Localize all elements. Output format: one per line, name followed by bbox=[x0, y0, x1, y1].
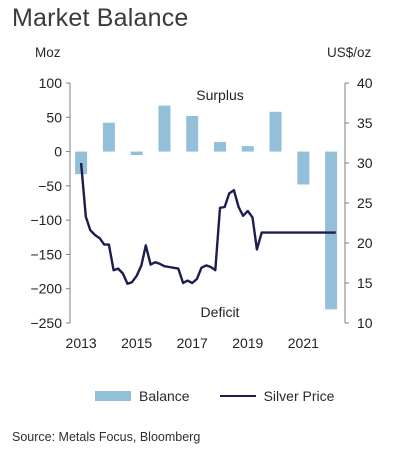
balance-bar bbox=[186, 115, 199, 152]
balance-bar bbox=[130, 151, 143, 155]
legend-balance-label: Balance bbox=[139, 388, 190, 404]
legend-balance-swatch bbox=[95, 391, 131, 401]
right-tick-label: 30 bbox=[357, 155, 373, 171]
right-tick-label: 20 bbox=[357, 235, 373, 251]
market-balance-chart: 100500−50−100−150−200−250403530252015102… bbox=[30, 75, 373, 351]
left-tick-label: −250 bbox=[30, 315, 62, 331]
balance-bar bbox=[297, 151, 310, 185]
deficit-label: Deficit bbox=[201, 304, 240, 320]
balance-bar bbox=[102, 122, 115, 152]
x-tick-label: 2015 bbox=[121, 335, 152, 351]
left-tick-label: −200 bbox=[30, 281, 62, 297]
surplus-label: Surplus bbox=[196, 87, 243, 103]
source-note: Source: Metals Focus, Bloomberg bbox=[12, 430, 201, 444]
left-tick-label: −100 bbox=[30, 212, 62, 228]
x-tick-label: 2019 bbox=[232, 335, 263, 351]
right-tick-label: 15 bbox=[357, 275, 373, 291]
silver-price-line bbox=[79, 162, 336, 285]
left-axis-unit: Moz bbox=[35, 45, 61, 60]
legend-silver-swatch bbox=[219, 395, 256, 397]
balance-bar bbox=[241, 146, 254, 152]
legend: Balance Silver Price bbox=[95, 388, 334, 404]
right-tick-label: 35 bbox=[357, 115, 373, 131]
balance-bar bbox=[269, 111, 282, 152]
right-tick-label: 10 bbox=[357, 315, 373, 331]
right-tick-label: 25 bbox=[357, 195, 373, 211]
balance-bar bbox=[214, 141, 226, 152]
balance-bar bbox=[325, 151, 338, 310]
balance-bar bbox=[158, 105, 171, 152]
right-tick-label: 40 bbox=[357, 75, 373, 91]
x-tick-label: 2021 bbox=[288, 335, 319, 351]
left-tick-label: −50 bbox=[38, 178, 62, 194]
chart-title: Market Balance bbox=[12, 4, 189, 32]
left-tick-label: 50 bbox=[46, 109, 62, 125]
left-tick-label: 0 bbox=[54, 144, 62, 160]
x-tick-label: 2013 bbox=[66, 335, 97, 351]
legend-silver-label: Silver Price bbox=[263, 388, 335, 404]
x-tick-label: 2017 bbox=[177, 335, 208, 351]
left-tick-label: −150 bbox=[30, 246, 62, 262]
left-tick-label: 100 bbox=[39, 75, 63, 91]
right-axis-unit: US$/oz bbox=[327, 45, 372, 60]
balance-bar bbox=[75, 151, 88, 175]
